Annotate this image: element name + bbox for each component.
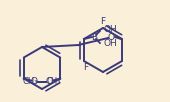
Text: O: O (47, 77, 54, 86)
Text: O: O (30, 77, 37, 86)
Text: CH₃: CH₃ (23, 77, 38, 86)
Text: OH: OH (104, 26, 118, 34)
Text: B: B (91, 33, 97, 42)
Text: F: F (100, 17, 106, 26)
Text: OH: OH (104, 39, 118, 48)
Text: F: F (83, 63, 89, 72)
Text: O: O (108, 33, 115, 42)
Text: CH₃: CH₃ (46, 77, 61, 86)
